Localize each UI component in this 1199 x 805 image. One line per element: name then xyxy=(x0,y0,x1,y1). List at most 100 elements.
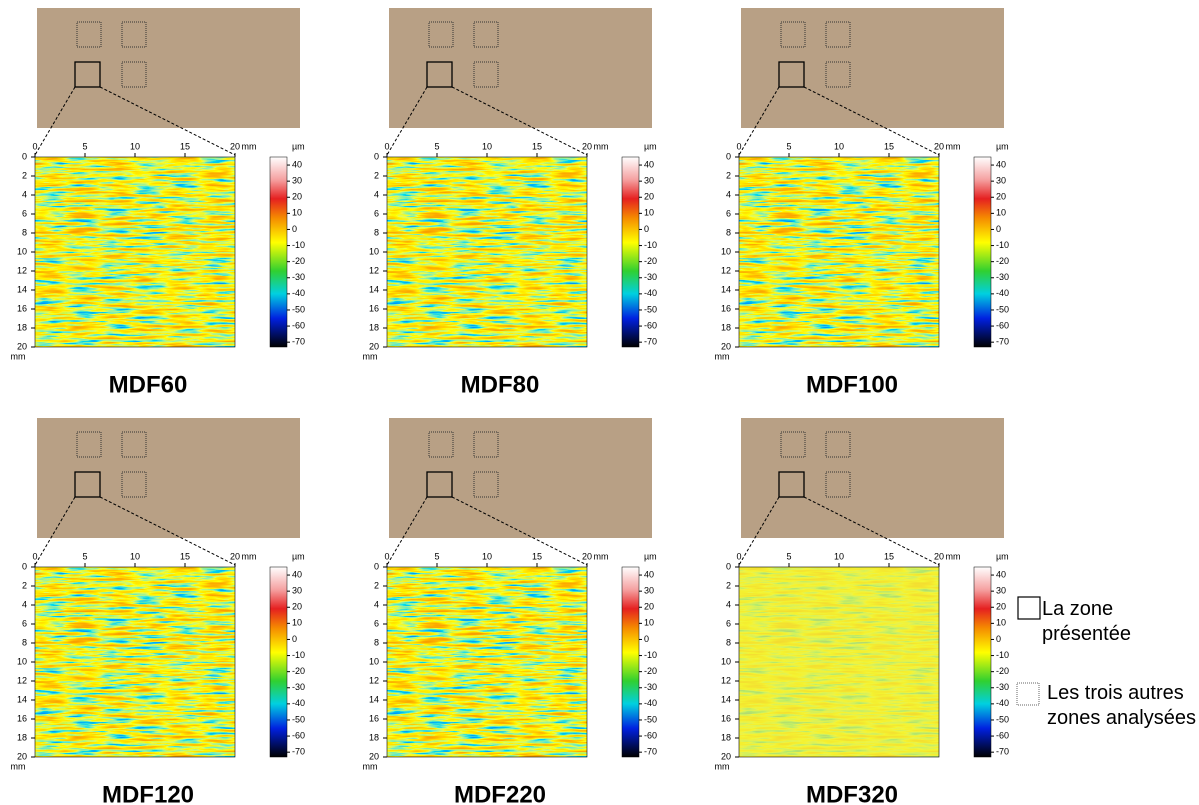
colorbar-tick-label: -10 xyxy=(644,240,657,250)
colorbar-tick-label: 30 xyxy=(996,176,1006,186)
y-unit: mm xyxy=(715,761,730,771)
y-tick-label: 10 xyxy=(17,656,27,666)
y-tick-label: 6 xyxy=(726,208,731,218)
y-tick-label: 20 xyxy=(721,751,731,761)
panel: 0 5 10 15 20 mm02468101214161820mmµm403020100… xyxy=(363,8,657,398)
y-tick-label: 4 xyxy=(22,189,27,199)
x-tick-label: 5 xyxy=(786,141,791,151)
colorbar xyxy=(269,156,288,348)
y-tick-label: 0 xyxy=(22,151,27,161)
colorbar-tick-label: 0 xyxy=(644,224,649,234)
y-tick-label: 2 xyxy=(22,170,27,180)
x-tick-label: 5 xyxy=(434,551,439,561)
y-unit: mm xyxy=(11,351,26,361)
height-map xyxy=(35,157,235,347)
panel-label: MDF80 xyxy=(461,371,540,398)
colorbar-tick-label: -60 xyxy=(292,730,305,740)
colorbar-tick-label: -70 xyxy=(644,747,657,757)
y-tick-label: 6 xyxy=(22,618,27,628)
colorbar-tick-label: -60 xyxy=(996,730,1009,740)
colorbar-tick-label: -50 xyxy=(996,714,1009,724)
colorbar-tick-label: 40 xyxy=(292,159,302,169)
y-unit: mm xyxy=(363,351,378,361)
y-tick-label: 2 xyxy=(726,580,731,590)
zoom-line xyxy=(34,86,76,156)
x-tick-label: 20 xyxy=(934,141,944,151)
x-tick-label: 10 xyxy=(834,551,844,561)
y-tick-label: 16 xyxy=(17,713,27,723)
colorbar xyxy=(973,156,992,348)
presented-zone xyxy=(778,471,805,498)
panel: 0 5 10 15 20 mm02468101214161820mmµm403020100… xyxy=(11,418,305,805)
zoom-line xyxy=(738,86,780,156)
colorbar-tick-label: -70 xyxy=(292,337,305,347)
other-zone xyxy=(428,21,454,48)
y-tick-label: 10 xyxy=(17,246,27,256)
sample-photo xyxy=(37,8,300,128)
presented-zone xyxy=(426,61,453,88)
y-tick-label: 18 xyxy=(721,322,731,332)
y-tick-label: 6 xyxy=(22,208,27,218)
colorbar-unit: µm xyxy=(292,551,305,561)
x-tick-label: 0 xyxy=(384,141,389,151)
x-tick-label: 20 xyxy=(230,141,240,151)
zoom-line xyxy=(34,496,76,566)
y-tick-label: 2 xyxy=(726,170,731,180)
colorbar-tick-label: -60 xyxy=(292,320,305,330)
colorbar-tick-label: -60 xyxy=(644,320,657,330)
y-tick-label: 4 xyxy=(22,599,27,609)
zoom-line xyxy=(803,496,940,566)
x-tick-label: 0 xyxy=(32,551,37,561)
colorbar-tick-label: -40 xyxy=(996,698,1009,708)
y-tick-label: 0 xyxy=(374,561,379,571)
colorbar-unit: µm xyxy=(996,141,1009,151)
colorbar xyxy=(973,566,992,758)
colorbar-tick-label: -20 xyxy=(996,256,1009,266)
zoom-line xyxy=(451,86,588,156)
y-tick-label: 8 xyxy=(726,227,731,237)
x-tick-label: 0 xyxy=(384,551,389,561)
colorbar-unit: µm xyxy=(292,141,305,151)
other-zone xyxy=(121,471,147,498)
other-zone xyxy=(780,21,806,48)
panel: 0 5 10 15 20 mm02468101214161820mmµm403020100… xyxy=(363,418,657,805)
colorbar-tick-label: 40 xyxy=(996,159,1006,169)
sample-photo xyxy=(389,418,652,538)
colorbar-unit: µm xyxy=(996,551,1009,561)
colorbar-tick-label: 30 xyxy=(644,586,654,596)
colorbar-tick-label: 10 xyxy=(996,618,1006,628)
x-tick-label: 15 xyxy=(884,141,894,151)
colorbar-tick-label: -70 xyxy=(996,747,1009,757)
y-tick-label: 20 xyxy=(369,341,379,351)
zoom-line xyxy=(99,86,236,156)
presented-zone xyxy=(74,471,101,498)
colorbar xyxy=(621,566,640,758)
legend-dotted-box xyxy=(1016,682,1040,706)
other-zone xyxy=(76,21,102,48)
x-unit: mm xyxy=(594,141,609,151)
y-tick-label: 14 xyxy=(17,284,27,294)
panel: 0 5 10 15 20 mm02468101214161820mmµm403020100… xyxy=(715,8,1009,398)
y-unit: mm xyxy=(715,351,730,361)
y-tick-label: 10 xyxy=(369,656,379,666)
y-tick-label: 8 xyxy=(22,637,27,647)
colorbar-tick-label: 10 xyxy=(292,618,302,628)
y-tick-label: 10 xyxy=(721,656,731,666)
y-tick-label: 16 xyxy=(721,713,731,723)
colorbar-tick-label: -70 xyxy=(996,337,1009,347)
y-tick-label: 2 xyxy=(374,170,379,180)
y-tick-label: 16 xyxy=(721,303,731,313)
x-tick-label: 15 xyxy=(532,141,542,151)
panel: 0 5 10 15 20 mm02468101214161820mmµm403020100… xyxy=(715,418,1009,805)
colorbar-tick-label: 40 xyxy=(644,159,654,169)
colorbar-tick-label: -50 xyxy=(292,304,305,314)
colorbar-tick-label: 20 xyxy=(996,192,1006,202)
height-map xyxy=(35,567,235,757)
x-tick-label: 0 xyxy=(736,551,741,561)
height-map xyxy=(387,157,587,347)
y-tick-label: 12 xyxy=(17,675,27,685)
colorbar-tick-label: -10 xyxy=(292,240,305,250)
y-tick-label: 8 xyxy=(374,227,379,237)
x-tick-label: 5 xyxy=(786,551,791,561)
x-tick-label: 15 xyxy=(180,551,190,561)
